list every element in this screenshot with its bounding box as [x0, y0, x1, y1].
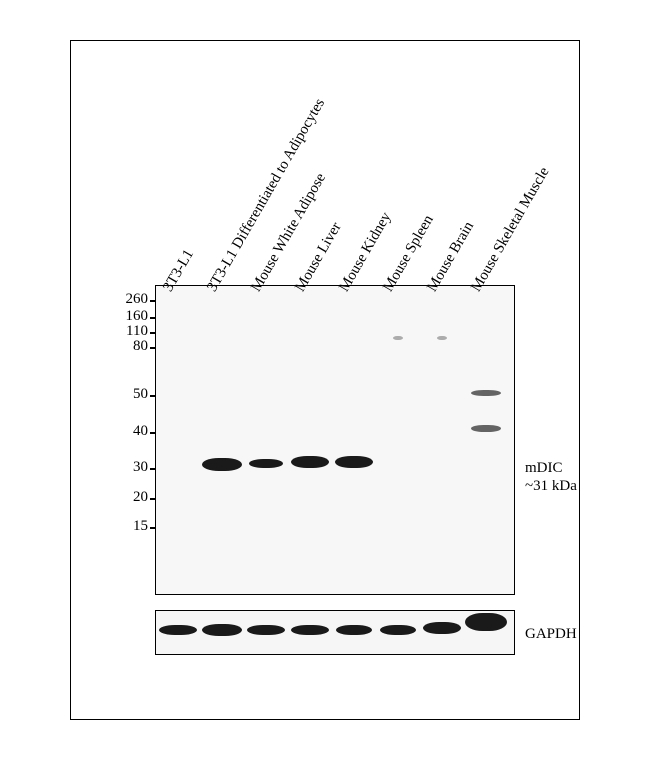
mw-marker-label: 50 — [108, 386, 148, 403]
mw-marker-tick — [150, 468, 156, 470]
gapdh-band — [291, 625, 329, 635]
main-band — [335, 456, 373, 468]
target-name-label: mDIC — [525, 460, 563, 477]
main-band — [249, 459, 283, 468]
mw-marker-tick — [150, 332, 156, 334]
mw-marker-label: 260 — [108, 291, 148, 308]
mw-marker-label: 30 — [108, 459, 148, 476]
gapdh-band — [247, 625, 285, 635]
main-band — [471, 390, 501, 396]
gapdh-band — [465, 613, 507, 631]
mw-marker-label: 15 — [108, 518, 148, 535]
mw-marker-tick — [150, 317, 156, 319]
mw-marker-tick — [150, 498, 156, 500]
target-size-label: ~31 kDa — [525, 478, 577, 495]
mw-marker-tick — [150, 395, 156, 397]
main-band — [471, 425, 501, 432]
main-band — [437, 336, 447, 340]
main-blot-membrane — [155, 285, 515, 595]
mw-marker-tick — [150, 527, 156, 529]
gapdh-band — [380, 625, 416, 635]
gapdh-band — [202, 624, 242, 636]
gapdh-band — [159, 625, 197, 635]
mw-marker-label: 20 — [108, 489, 148, 506]
gapdh-band — [336, 625, 372, 635]
mw-marker-tick — [150, 347, 156, 349]
mw-marker-label: 40 — [108, 423, 148, 440]
main-band — [202, 458, 242, 471]
gapdh-side-label: GAPDH — [525, 626, 577, 643]
main-band — [393, 336, 403, 340]
mw-marker-tick — [150, 300, 156, 302]
main-band — [291, 456, 329, 468]
gapdh-band — [423, 622, 461, 634]
mw-marker-tick — [150, 432, 156, 434]
mw-marker-label: 80 — [108, 338, 148, 355]
